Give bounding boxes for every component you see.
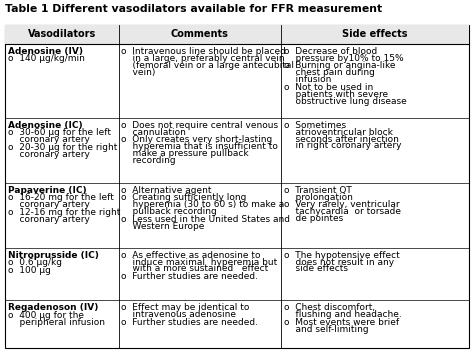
Text: vein): vein) — [121, 67, 156, 77]
Text: induce maximal  hyperemia but: induce maximal hyperemia but — [121, 258, 278, 267]
Text: coronary artery: coronary artery — [8, 215, 90, 224]
Text: o  Intravenous line should be placed: o Intravenous line should be placed — [121, 47, 286, 56]
Text: make a pressure pullback: make a pressure pullback — [121, 149, 249, 158]
Text: o  As effective as adenosine to: o As effective as adenosine to — [121, 251, 261, 260]
Text: o  Alternative agent: o Alternative agent — [121, 186, 212, 195]
Text: Adenosine (IC): Adenosine (IC) — [8, 121, 82, 130]
Text: Papaverine (IC): Papaverine (IC) — [8, 186, 86, 195]
Text: recording: recording — [121, 156, 176, 165]
Text: o  12-16 mg for the right: o 12-16 mg for the right — [8, 208, 120, 217]
Text: Nitroprusside (IC): Nitroprusside (IC) — [8, 251, 99, 260]
Text: Western Europe: Western Europe — [121, 222, 205, 231]
Text: o  400 μg for the: o 400 μg for the — [8, 311, 83, 320]
Text: hyperemia (30 to 60 s) to make a: hyperemia (30 to 60 s) to make a — [121, 200, 285, 209]
Text: Vasodilators: Vasodilators — [27, 29, 96, 39]
Text: coronary artery: coronary artery — [8, 200, 90, 209]
Text: Regadenoson (IV): Regadenoson (IV) — [8, 303, 98, 312]
Text: seconds after injection: seconds after injection — [284, 135, 399, 143]
Text: and self-limiting: and self-limiting — [284, 324, 369, 334]
Text: Adenosine (IV): Adenosine (IV) — [8, 47, 82, 56]
Text: tachycardia  or torsade: tachycardia or torsade — [284, 207, 401, 216]
Text: with a more sustained   effect: with a more sustained effect — [121, 264, 269, 273]
Text: o  16-20 mg for the left: o 16-20 mg for the left — [8, 193, 113, 202]
Text: patients with severe: patients with severe — [284, 90, 388, 99]
Text: side effects: side effects — [284, 264, 348, 273]
Text: de pointes: de pointes — [284, 214, 343, 223]
Text: infusion: infusion — [284, 75, 331, 84]
Text: pressure by10% to 15%: pressure by10% to 15% — [284, 54, 403, 63]
Text: chest pain during: chest pain during — [284, 68, 375, 77]
Text: in a large, preferably central vein: in a large, preferably central vein — [121, 54, 285, 63]
Text: o  Less used in the United States and: o Less used in the United States and — [121, 215, 291, 224]
Text: intravenous adenosine: intravenous adenosine — [121, 310, 237, 319]
Text: o  Creating sufficiently long: o Creating sufficiently long — [121, 193, 247, 202]
Text: o  Further studies are needed.: o Further studies are needed. — [121, 318, 258, 327]
Text: atrioventricular block: atrioventricular block — [284, 127, 393, 137]
Text: coronary artery: coronary artery — [8, 135, 90, 144]
Text: o  100 μg: o 100 μg — [8, 266, 50, 275]
Text: o  20-30 μg for the right: o 20-30 μg for the right — [8, 143, 117, 152]
Text: o  Most events were brief: o Most events were brief — [284, 318, 399, 327]
Text: flushing and headache.: flushing and headache. — [284, 310, 402, 319]
Text: o  Very rarely, ventricular: o Very rarely, ventricular — [284, 200, 400, 209]
Text: o  Not to be used in: o Not to be used in — [284, 83, 373, 92]
Text: o  Transient QT: o Transient QT — [284, 186, 352, 195]
Text: Side effects: Side effects — [342, 29, 408, 39]
Text: o  140 μg/kg/min: o 140 μg/kg/min — [8, 54, 84, 64]
Text: o  Decrease of blood: o Decrease of blood — [284, 47, 377, 56]
Text: does not result in any: does not result in any — [284, 258, 394, 267]
Bar — [5, 25, 469, 44]
Text: obstructive lung disease: obstructive lung disease — [284, 97, 407, 106]
Text: prolongation: prolongation — [284, 193, 353, 202]
Text: o  Effect may be identical to: o Effect may be identical to — [121, 303, 250, 312]
Text: coronary artery: coronary artery — [8, 150, 90, 159]
Text: o  Burning or angina-like: o Burning or angina-like — [284, 61, 395, 70]
Text: Table 1 Different vasodilators available for FFR measurement: Table 1 Different vasodilators available… — [5, 4, 382, 13]
Text: o  Chest discomfort,: o Chest discomfort, — [284, 303, 375, 312]
Text: peripheral infusion: peripheral infusion — [8, 318, 105, 327]
Text: hyperemia that is insufficient to: hyperemia that is insufficient to — [121, 142, 278, 151]
Text: Comments: Comments — [171, 29, 229, 39]
Text: (femoral vein or a large antecubital: (femoral vein or a large antecubital — [121, 61, 294, 70]
Text: o  The hypotensive effect: o The hypotensive effect — [284, 251, 400, 260]
Text: o  30-60 μg for the left: o 30-60 μg for the left — [8, 128, 110, 137]
Text: o  Further studies are needed.: o Further studies are needed. — [121, 272, 258, 281]
Text: o  Only creates very short-lasting: o Only creates very short-lasting — [121, 135, 273, 144]
Text: o  0.6 μg/kg: o 0.6 μg/kg — [8, 258, 62, 267]
Text: in right coronary artery: in right coronary artery — [284, 141, 401, 151]
Text: cannulation: cannulation — [121, 127, 186, 137]
Text: pullback recording: pullback recording — [121, 207, 217, 216]
Text: o  Does not require central venous: o Does not require central venous — [121, 121, 279, 130]
Text: o  Sometimes: o Sometimes — [284, 121, 346, 130]
